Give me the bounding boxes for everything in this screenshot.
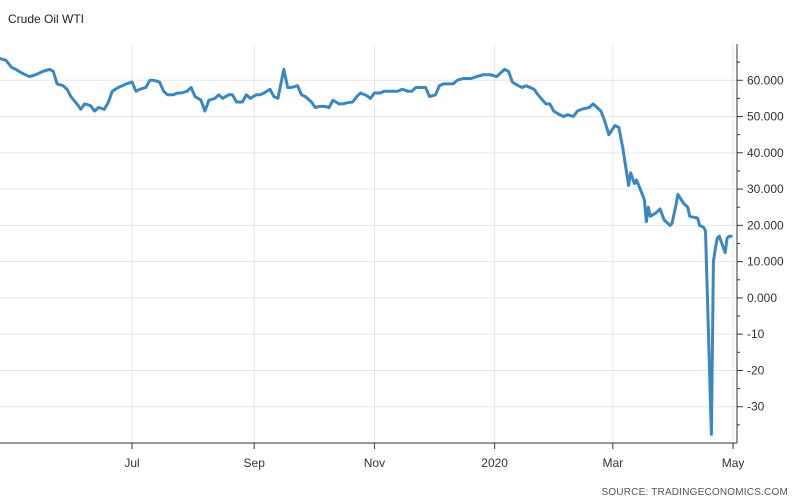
y-tick-label: 10.000 [747,255,784,269]
y-tick-label: -30 [747,400,765,414]
series-layer [0,57,733,436]
y-tick-label: 0.000 [747,291,777,305]
chart-title: Crude Oil WTI [8,12,85,26]
y-tick-label: 40.000 [747,146,784,160]
y-tick-label: -10 [747,327,765,341]
y-tick-labels: 60.000 50.000 40.000 30.000 20.000 10.000 0.00… [747,73,784,413]
x-tick-label: Mar [603,456,624,470]
x-tick-label: Nov [364,456,385,470]
x-tick-label: Sep [244,456,266,470]
x-tick-label: Jul [124,456,139,470]
y-tick-label: -20 [747,363,765,377]
y-tick-label: 20.000 [747,218,784,232]
x-tick-label: 2020 [481,456,508,470]
y-tick-label: 60.000 [747,73,784,87]
y-tick-label: 50.000 [747,110,784,124]
x-tick-label: May [722,456,745,470]
x-tick-labels: Jul Sep Nov 2020 Mar May [124,456,744,470]
y-tick-label: 30.000 [747,182,784,196]
series-line [0,57,733,436]
source-label: SOURCE: TRADINGECONOMICS.COM [601,487,788,498]
grid-lines [0,44,737,443]
axes [0,44,743,449]
